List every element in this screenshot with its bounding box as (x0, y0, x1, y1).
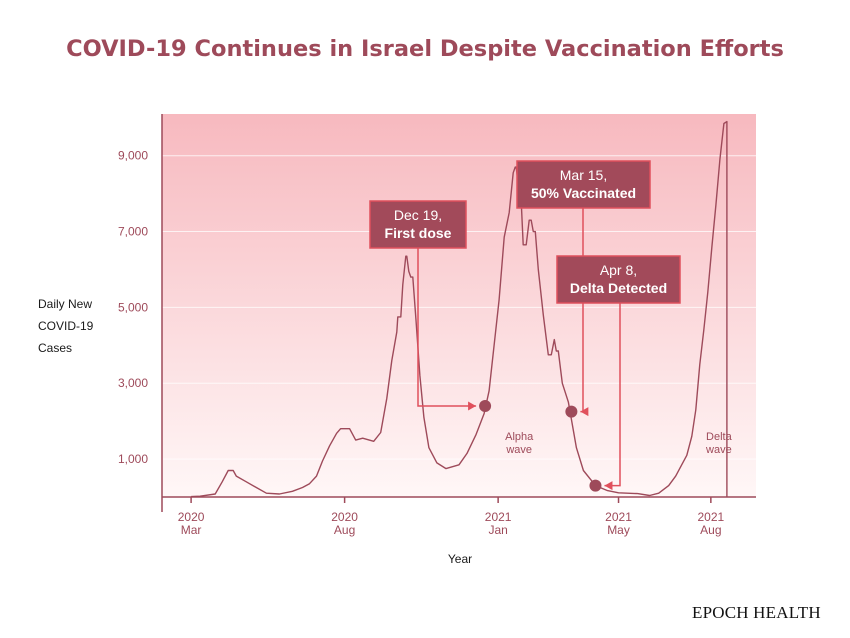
annotation-arrowhead (604, 481, 613, 491)
annotation-marker (565, 405, 578, 418)
chart-title: COVID-19 Continues in Israel Despite Vac… (66, 36, 784, 62)
annotation-label-line1: Mar 15, (560, 167, 607, 183)
annotation-box (369, 200, 467, 249)
x-tick-month-label: Aug (700, 523, 721, 537)
annotation-label-line2: First dose (385, 225, 452, 241)
wave-label-line: wave (505, 444, 532, 456)
y-tick-label: 7,000 (118, 225, 148, 239)
x-tick-year-label: 2020 (178, 510, 205, 524)
annotation-marker (589, 479, 602, 492)
annotations: Dec 19, First dose Mar 15, 50% Vaccinated Ap… (369, 160, 681, 492)
brand-logo: EPOCH HEALTH (692, 603, 821, 622)
annotation-box (556, 255, 681, 304)
x-tick-year-label: 2021 (485, 510, 512, 524)
annotation-label-line1: Dec 19, (394, 207, 442, 223)
annotation-box (516, 160, 651, 209)
series-line (191, 120, 728, 498)
x-tick-month-label: Jan (488, 523, 507, 537)
y-tick-label: 9,000 (118, 149, 148, 163)
y-axis-label-line: Daily New (38, 297, 93, 311)
y-tick-label: 3,000 (118, 376, 148, 390)
y-tick-label: 1,000 (118, 452, 148, 466)
annotation-label-line1: Apr 8, (600, 262, 637, 278)
annotation-label-line2: Delta Detected (570, 280, 667, 296)
wave-label-line: wave (705, 444, 732, 456)
y-tick-label: 5,000 (118, 300, 148, 314)
annotation-marker (479, 399, 492, 412)
annotation-arrowhead (468, 401, 477, 411)
annotation-connector (417, 248, 477, 407)
annotation-label-line2: 50% Vaccinated (531, 185, 636, 201)
annotation-arrowhead (580, 407, 589, 417)
y-axis-label-line: COVID-19 (38, 319, 94, 333)
ticks: 1,0003,0005,0007,0009,0002020Mar2020Aug2… (118, 149, 725, 537)
x-tick-month-label: Aug (334, 523, 355, 537)
x-tick-year-label: 2021 (605, 510, 632, 524)
x-tick-year-label: 2020 (331, 510, 358, 524)
wave-label-line: Alpha (505, 431, 534, 443)
x-axis-label: Year (447, 552, 473, 566)
plot-background (162, 114, 756, 497)
x-tick-month-label: May (607, 523, 630, 537)
wave-label-line: Delta (706, 431, 733, 443)
y-axis-label-line: Cases (38, 341, 73, 355)
y-axis-label: Daily New COVID-19 Cases (38, 293, 108, 359)
x-tick-month-label: Mar (181, 523, 202, 537)
x-tick-year-label: 2021 (697, 510, 724, 524)
